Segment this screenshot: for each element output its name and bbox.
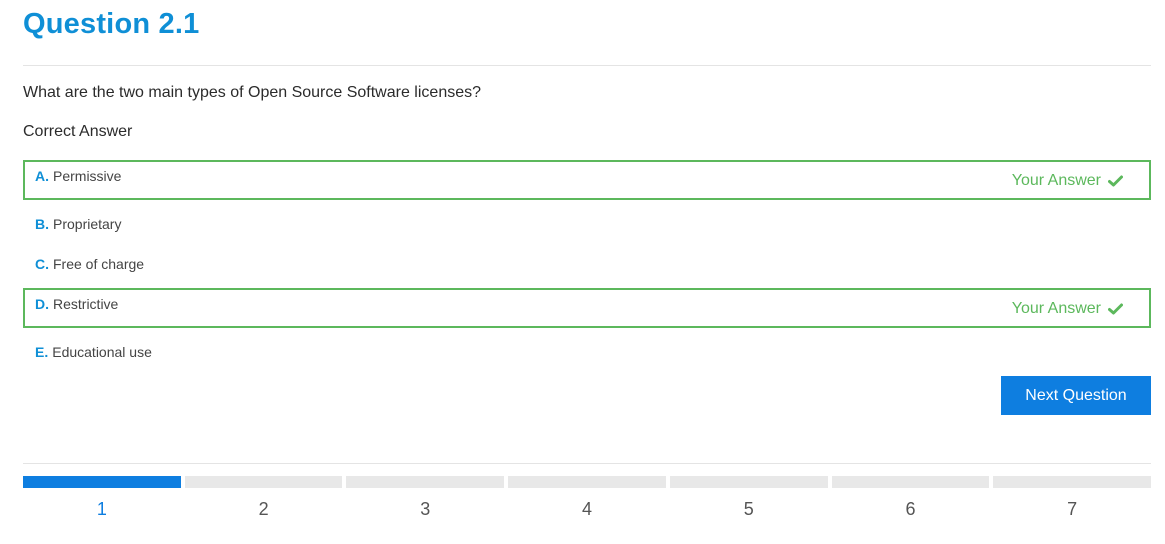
correct-answer-heading: Correct Answer [23, 123, 133, 140]
progress-step-number: 3 [420, 499, 431, 519]
progress-bar [993, 476, 1152, 488]
option-letter: E. [35, 344, 49, 360]
option-a-text: A. Permissive [35, 168, 121, 185]
option-b-text: B. Proprietary [35, 216, 121, 233]
question-progress: 1 2 3 4 5 6 7 [23, 476, 1152, 526]
progress-bar [508, 476, 666, 488]
progress-bar [346, 476, 505, 488]
option-a[interactable]: A. Permissive Your Answer [23, 160, 1151, 200]
option-c[interactable]: C. Free of charge [23, 248, 1151, 288]
progress-step-3[interactable]: 3 [346, 476, 505, 526]
option-letter: A. [35, 168, 49, 184]
progress-step-number: 6 [905, 499, 916, 519]
progress-step-number: 5 [743, 499, 754, 519]
progress-bar [831, 476, 990, 488]
your-answer-label: Your Answer [1011, 300, 1101, 317]
your-answer-tag: Your Answer [1012, 172, 1123, 190]
check-icon [1108, 175, 1123, 187]
option-letter: D. [35, 296, 49, 312]
progress-step-6[interactable]: 6 [831, 476, 990, 526]
question-text: What are the two main types of Open Sour… [23, 84, 482, 101]
check-icon [1108, 303, 1123, 315]
option-label: Educational use [52, 344, 152, 360]
option-label: Proprietary [53, 216, 122, 232]
option-e-text: E. Educational use [35, 344, 152, 361]
option-d-text: D. Restrictive [35, 296, 118, 313]
header-divider [23, 65, 1151, 66]
progress-bar [669, 476, 828, 488]
progress-step-number: 7 [1067, 499, 1078, 519]
option-label: Free of charge [53, 256, 145, 272]
footer-divider [23, 463, 1151, 464]
progress-step-2[interactable]: 2 [184, 476, 343, 526]
progress-step-5[interactable]: 5 [669, 476, 828, 526]
question-title: Question 2.1 [23, 8, 200, 40]
progress-bar [23, 476, 181, 488]
option-label: Restrictive [53, 296, 119, 312]
progress-step-number: 4 [582, 499, 593, 519]
progress-step-4[interactable]: 4 [508, 476, 666, 526]
option-letter: B. [35, 216, 49, 232]
option-e[interactable]: E. Educational use [23, 336, 1151, 376]
option-label: Permissive [53, 168, 122, 184]
your-answer-label: Your Answer [1011, 172, 1101, 189]
progress-step-1[interactable]: 1 [23, 476, 181, 526]
progress-step-number: 1 [96, 499, 107, 519]
option-letter: C. [35, 256, 49, 272]
option-d[interactable]: D. Restrictive Your Answer [23, 288, 1151, 328]
progress-step-7[interactable]: 7 [993, 476, 1152, 526]
option-c-text: C. Free of charge [35, 256, 144, 273]
progress-step-number: 2 [258, 499, 269, 519]
progress-bar [184, 476, 343, 488]
next-question-button[interactable]: Next Question [1001, 376, 1151, 415]
your-answer-tag: Your Answer [1012, 300, 1123, 318]
option-b[interactable]: B. Proprietary [23, 208, 1151, 248]
